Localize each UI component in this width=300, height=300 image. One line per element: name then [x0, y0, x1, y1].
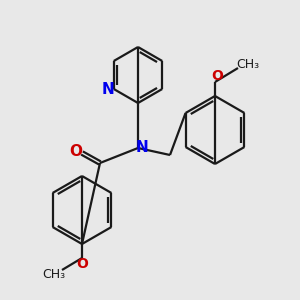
Text: O: O [70, 143, 83, 158]
Text: O: O [76, 257, 88, 271]
Text: N: N [101, 82, 114, 97]
Text: O: O [211, 69, 223, 83]
Text: CH₃: CH₃ [42, 268, 66, 281]
Text: N: N [136, 140, 148, 154]
Text: CH₃: CH₃ [236, 58, 260, 71]
